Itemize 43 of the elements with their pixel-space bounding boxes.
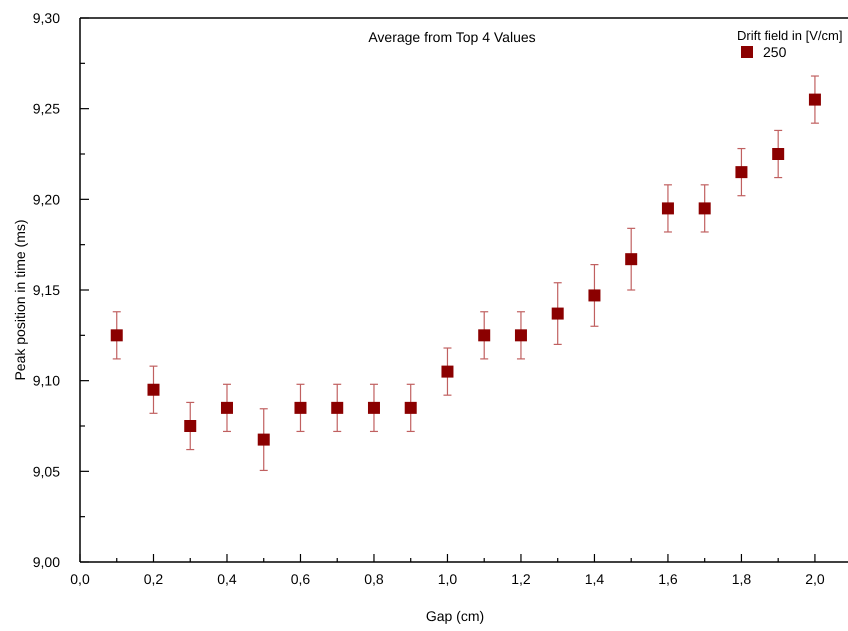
x-tick-label: 2,0	[805, 571, 825, 587]
point	[294, 402, 306, 414]
x-tick-label: 0,8	[364, 571, 384, 587]
point	[368, 402, 380, 414]
x-tick-label: 0,4	[217, 571, 237, 587]
y-tick-label: 9,20	[32, 191, 60, 208]
point	[588, 289, 600, 302]
x-tick-label: 1,0	[438, 571, 458, 587]
point	[735, 166, 748, 178]
y-axis-title: Peak position in time (ms)	[12, 219, 28, 381]
x-tick-label: 1,6	[658, 571, 678, 587]
y-tick-label: 9,30	[32, 10, 60, 26]
x-tick-label: 0,0	[70, 571, 90, 587]
point	[552, 308, 564, 320]
x-tick-label: 0,2	[144, 571, 164, 587]
y-tick-label: 9,15	[32, 282, 60, 298]
text: Average from Top 4 Values	[368, 29, 536, 45]
y-tick-label: 9,00	[32, 554, 60, 570]
legend-label: 250	[763, 44, 787, 60]
point	[808, 94, 821, 106]
x-axis-title: Gap (cm)	[426, 608, 484, 624]
point	[258, 434, 270, 446]
x-tick-label: 1,8	[732, 571, 752, 587]
point	[478, 329, 490, 342]
point	[147, 384, 160, 396]
point	[625, 253, 638, 266]
point	[220, 402, 233, 414]
y-tick-label: 9,05	[32, 463, 60, 480]
point	[662, 202, 674, 214]
point	[514, 329, 527, 342]
point	[110, 329, 123, 342]
legend-title: Drift field in [V/cm]	[737, 28, 842, 43]
point	[698, 202, 711, 214]
x-tick-label: 0,6	[290, 571, 310, 587]
point	[404, 402, 417, 414]
point	[441, 366, 454, 378]
x-tick-label: 1,4	[584, 571, 604, 587]
y-tick-label: 9,25	[32, 100, 60, 117]
y-tick-label: 9,10	[32, 372, 60, 389]
point	[184, 420, 196, 432]
point	[772, 148, 784, 160]
x-tick-label: 1,2	[511, 571, 531, 587]
point	[331, 402, 344, 414]
